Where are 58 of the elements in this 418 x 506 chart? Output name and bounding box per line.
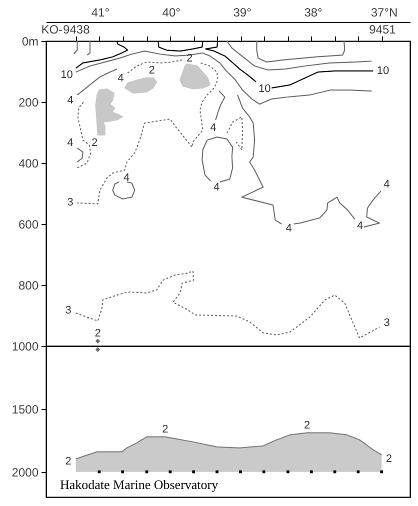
x2-tick-label: 9451 xyxy=(369,22,396,36)
line-series xyxy=(226,116,244,150)
annotation: 2 xyxy=(94,328,101,340)
annotation: 10 xyxy=(376,64,390,77)
x2-axis-title: KO- xyxy=(41,22,63,36)
annotation: 2 xyxy=(65,455,72,468)
annotation: 2 xyxy=(91,136,98,149)
annotation: 3 xyxy=(67,196,74,209)
annotation: 2 xyxy=(304,419,310,432)
line-series xyxy=(237,94,282,225)
annotation: 2 xyxy=(186,52,193,64)
line-series xyxy=(202,136,234,182)
annotation: 2 xyxy=(162,423,168,436)
annotation: 4 xyxy=(214,181,220,194)
y-tick-label: 600 xyxy=(18,218,39,232)
annotation: 10 xyxy=(258,82,271,95)
y-tick-label: 800 xyxy=(18,278,39,292)
line-series xyxy=(256,40,346,63)
line-series xyxy=(271,70,374,89)
line-series xyxy=(112,181,136,200)
line-series xyxy=(75,270,380,339)
x-tick-label: 39° xyxy=(233,6,252,20)
annotation: Hakodate Marine Observatory xyxy=(60,477,219,492)
line-series xyxy=(75,432,382,460)
annotation: 4 xyxy=(67,94,74,106)
line-series xyxy=(76,148,84,163)
y-tick-label: 200 xyxy=(18,96,39,110)
x2-tick-label: 9438 xyxy=(63,22,90,36)
line-series xyxy=(76,62,218,204)
line-series xyxy=(293,196,356,225)
line-series xyxy=(215,90,226,121)
annotation: 3 xyxy=(384,317,390,330)
annotation: 2 xyxy=(148,64,155,77)
x-tick-label: 37°N xyxy=(370,6,398,20)
x-tick-label: 40° xyxy=(162,6,181,20)
line-series xyxy=(75,50,372,105)
annotation: 10 xyxy=(60,68,73,81)
y-tick-label: 400 xyxy=(18,156,39,170)
y-tick-label: 2000 xyxy=(12,465,39,480)
annotation: 4 xyxy=(384,178,390,190)
line-series xyxy=(76,68,118,96)
annotation: 4 xyxy=(67,137,74,150)
y-tick-label: 1500 xyxy=(12,402,39,416)
x-tick-label: 41° xyxy=(91,6,110,20)
annotation: 4 xyxy=(118,72,124,84)
annotation: 4 xyxy=(123,172,130,184)
y-tick-label: 1000 xyxy=(12,340,39,354)
line-series xyxy=(76,101,92,168)
x-tick-label: 38° xyxy=(304,6,323,20)
annotation: 4 xyxy=(210,122,216,134)
annotation: 4 xyxy=(357,220,364,232)
y-tick-label: 0m xyxy=(22,34,38,48)
annotation: 3 xyxy=(65,304,72,316)
line-series xyxy=(127,59,183,74)
line-series xyxy=(226,40,372,71)
line-series xyxy=(363,190,382,228)
annotation: 4 xyxy=(286,222,292,234)
annotation: 2 xyxy=(386,453,392,466)
